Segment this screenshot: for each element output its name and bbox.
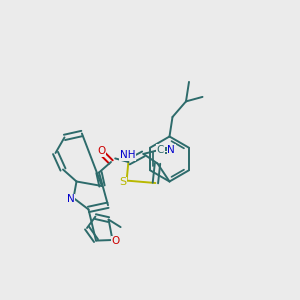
Text: S: S xyxy=(119,177,127,187)
Text: N: N xyxy=(67,194,74,204)
Text: C: C xyxy=(157,145,164,155)
Text: NH: NH xyxy=(120,150,136,161)
Text: O: O xyxy=(97,146,105,157)
Text: O: O xyxy=(111,236,120,247)
Text: N: N xyxy=(167,145,175,155)
